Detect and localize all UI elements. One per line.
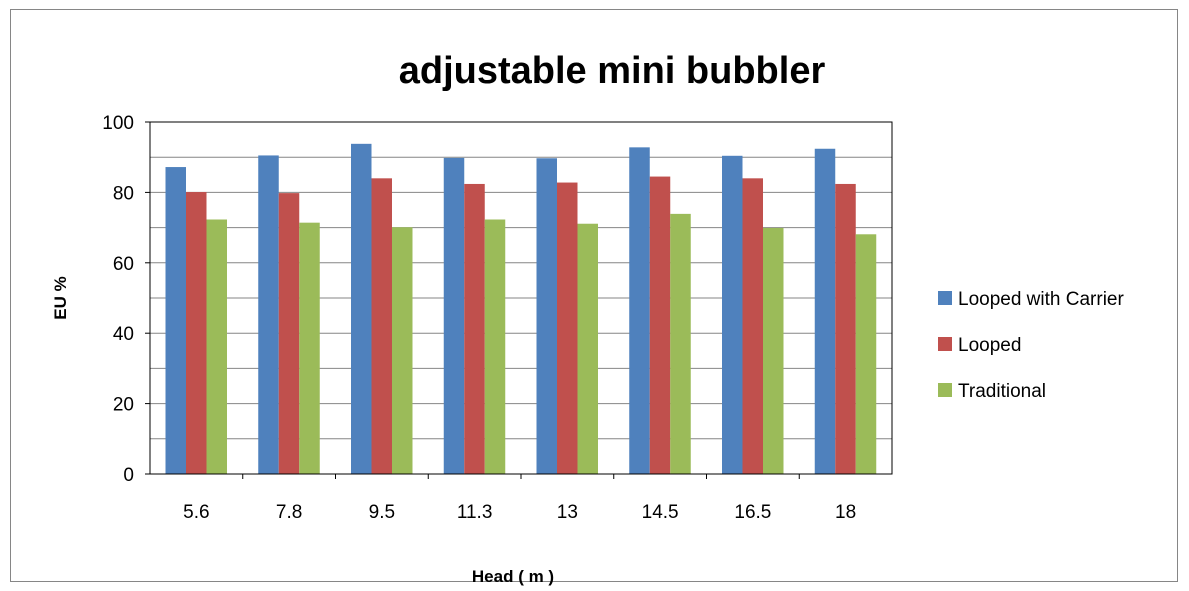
y-tick-label: 0 — [123, 465, 134, 486]
bar — [629, 147, 650, 474]
bar — [351, 143, 372, 474]
bar — [855, 234, 877, 474]
x-tick-label: 9.5 — [369, 502, 395, 523]
bars — [165, 143, 877, 475]
bar — [763, 227, 784, 474]
legend: Looped with Carrier Looped Traditional — [938, 289, 1124, 402]
x-tick-label: 5.6 — [183, 502, 209, 523]
bar — [392, 227, 413, 474]
bar — [206, 219, 227, 474]
bar — [186, 192, 207, 474]
x-tick-label: 14.5 — [642, 502, 679, 523]
bar — [742, 178, 763, 474]
legend-label: Traditional — [958, 381, 1046, 402]
x-tick-label: 18 — [835, 502, 856, 523]
y-axis-ticks: 0 20 40 60 80 100 — [102, 113, 150, 486]
bar — [577, 223, 598, 474]
bar — [670, 213, 691, 474]
y-tick-label: 80 — [113, 183, 134, 204]
chart-title: adjustable mini bubbler — [399, 50, 826, 92]
bar — [557, 182, 578, 474]
legend-swatch — [938, 337, 952, 351]
bar — [299, 222, 320, 474]
bar — [484, 219, 506, 474]
x-axis-ticks: 5.6 7.8 9.5 11.3 13 14.5 16.5 18 — [183, 474, 856, 523]
bar — [722, 155, 743, 475]
y-tick-label: 60 — [113, 254, 134, 275]
bar — [443, 157, 465, 475]
y-tick-label: 20 — [113, 395, 134, 416]
x-axis-label: Head ( m ) — [472, 567, 554, 586]
y-axis-label: EU % — [51, 276, 70, 319]
legend-label: Looped — [958, 335, 1021, 356]
legend-swatch — [938, 383, 952, 397]
y-tick-label: 40 — [113, 324, 134, 345]
y-tick-label: 100 — [102, 113, 134, 134]
legend-swatch — [938, 291, 952, 305]
bar — [649, 176, 671, 474]
bar — [536, 158, 557, 475]
x-tick-label: 13 — [557, 502, 578, 523]
bar — [165, 167, 186, 474]
bar — [835, 183, 856, 474]
bar — [371, 178, 392, 474]
bar — [814, 148, 836, 474]
bar — [464, 183, 485, 474]
bar — [258, 155, 279, 474]
x-tick-label: 11.3 — [457, 502, 493, 523]
bar — [278, 193, 300, 474]
x-tick-label: 7.8 — [276, 502, 302, 523]
x-tick-label: 16.5 — [734, 502, 771, 523]
legend-label: Looped with Carrier — [958, 289, 1124, 310]
